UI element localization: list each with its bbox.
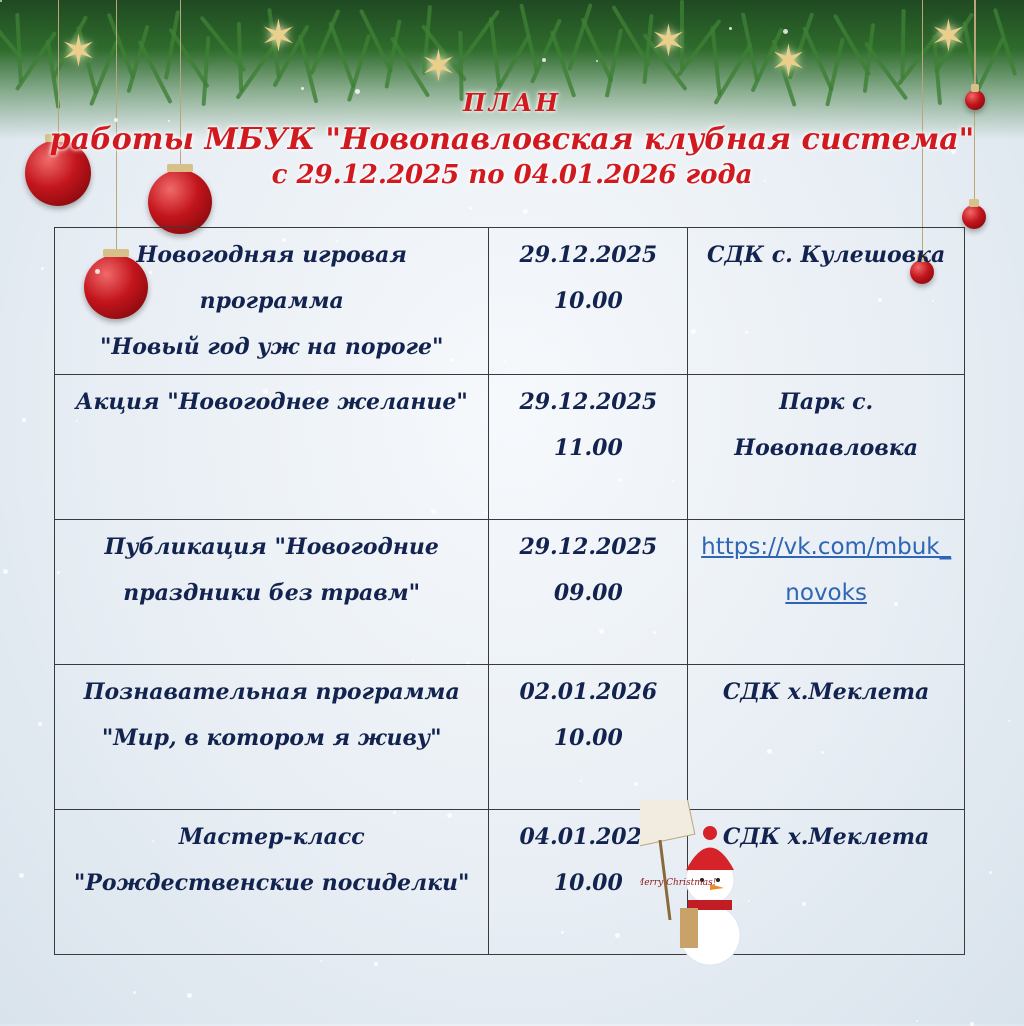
event-title-line: Новогодняя игровая (136, 242, 407, 268)
event-title-line: "Рождественские посиделки" (73, 870, 470, 896)
event-date: 04.01.2026 (519, 824, 658, 850)
star-icon: ✶ (650, 16, 687, 67)
snowflake (542, 58, 546, 62)
snowflake (38, 722, 42, 726)
snowflake (22, 418, 26, 422)
event-title-line: Публикация "Новогодние праздники без тра… (104, 534, 439, 606)
ornament-string (922, 0, 923, 260)
snowflake (710, 178, 714, 182)
event-datetime: 29.12.2025 11.00 (488, 374, 689, 520)
snowflake (41, 267, 44, 270)
snowflake (3, 569, 8, 574)
ornament-ball-icon (965, 84, 985, 110)
ornament-string (180, 0, 181, 170)
event-title: Новогодняя игровая программа "Новый год уж… (53, 227, 490, 375)
event-title-line: "Новый год уж на пороге" (99, 334, 444, 360)
snowflake (897, 147, 900, 150)
event-datetime: 29.12.2025 10.00 (488, 227, 689, 375)
table-row: Мастер-класс "Рождественские посиделки" 04… (53, 809, 965, 955)
snowflake (19, 873, 24, 878)
ornament-string (58, 0, 59, 140)
star-icon: ✶ (260, 11, 297, 62)
table-row: Публикация "Новогодние праздники без тра… (53, 519, 965, 665)
event-time: 10.00 (553, 725, 623, 751)
event-date: 29.12.2025 (519, 534, 658, 560)
snowflake (1008, 720, 1010, 722)
event-title-line: Познавательная программа "Мир, в котором… (83, 679, 460, 751)
event-place: СДК с. Кулешовка (687, 227, 965, 375)
ornament-ball-icon (25, 134, 91, 206)
snowflake (970, 1022, 974, 1026)
snowflake (320, 960, 322, 962)
star-icon: ✶ (60, 26, 97, 77)
event-date: 02.01.2026 (519, 679, 658, 705)
event-time: 11.00 (553, 435, 623, 461)
vk-link[interactable]: https://vk.com/mbuk_novoks (701, 534, 952, 606)
snowflake (989, 871, 992, 874)
event-date: 29.12.2025 (519, 389, 658, 415)
event-time: 10.00 (553, 870, 623, 896)
place-text: Парк с. Новопавловка (734, 389, 918, 461)
snowflake (301, 87, 304, 90)
plan-date-range: с 29.12.2025 по 04.01.2026 года (271, 160, 753, 190)
star-icon: ✶ (930, 11, 967, 62)
event-time: 09.00 (553, 580, 623, 606)
event-datetime: 02.01.2026 10.00 (488, 664, 689, 810)
place-text: СДК х.Меклета (722, 679, 930, 705)
snowflake (374, 962, 378, 966)
place-text: СДК х.Меклета (722, 824, 930, 850)
schedule-table: Новогодняя игровая программа "Новый год уж… (53, 227, 965, 955)
table-row: Новогодняя игровая программа "Новый год уж… (53, 227, 965, 375)
event-date: 29.12.2025 (519, 242, 658, 268)
snowflake (916, 1020, 918, 1022)
snowflake (0, 0, 2, 2)
ornament-ball-icon (962, 199, 986, 229)
event-title: Познавательная программа "Мир, в котором… (53, 664, 490, 810)
event-place: Парк с. Новопавловка (687, 374, 965, 520)
snowflake (168, 120, 170, 122)
snowflake (114, 118, 118, 122)
snowflake (951, 149, 956, 154)
event-datetime: 29.12.2025 09.00 (488, 519, 689, 665)
event-title: Акция "Новогоднее желание" (53, 374, 490, 520)
event-title: Мастер-класс "Рождественские посиделки" (53, 809, 490, 955)
snowman-icon: Merry Christmas! (640, 800, 741, 966)
event-title-line: Мастер-класс (178, 824, 365, 850)
snowflake (187, 993, 192, 998)
snowflake (133, 991, 136, 994)
snowflake (355, 89, 360, 94)
plan-title: ПЛАН (462, 88, 562, 117)
ornament-string (116, 0, 117, 255)
ornament-ball-icon (148, 164, 212, 234)
table-row: Акция "Новогоднее желание" 29.12.2025 11.0… (53, 374, 965, 520)
pine-needle (680, 0, 684, 70)
place-text: СДК с. Кулешовка (706, 242, 946, 268)
snowflake (596, 60, 598, 62)
pine-garland (0, 0, 1024, 140)
event-place: СДК х.Меклета (687, 664, 965, 810)
event-place: https://vk.com/mbuk_novoks (687, 519, 965, 665)
snowflake (523, 209, 528, 214)
ornament-string (975, 0, 976, 90)
star-icon: ✶ (420, 41, 457, 92)
table-row: Познавательная программа "Мир, в котором… (53, 664, 965, 810)
event-title: Публикация "Новогодние праздники без тра… (53, 519, 490, 665)
snowflake (729, 27, 732, 30)
event-title-line: программа (199, 288, 344, 314)
snowflake (783, 29, 788, 34)
event-title-line: Акция "Новогоднее желание" (75, 389, 468, 415)
snowflake (469, 207, 472, 210)
event-time: 10.00 (553, 288, 623, 314)
snowflake (764, 180, 766, 182)
star-icon: ✶ (770, 36, 807, 87)
plan-subtitle: работы МБУК "Новопавловская клубная сист… (49, 122, 975, 157)
svg-text:Merry Christmas!: Merry Christmas! (640, 878, 717, 888)
